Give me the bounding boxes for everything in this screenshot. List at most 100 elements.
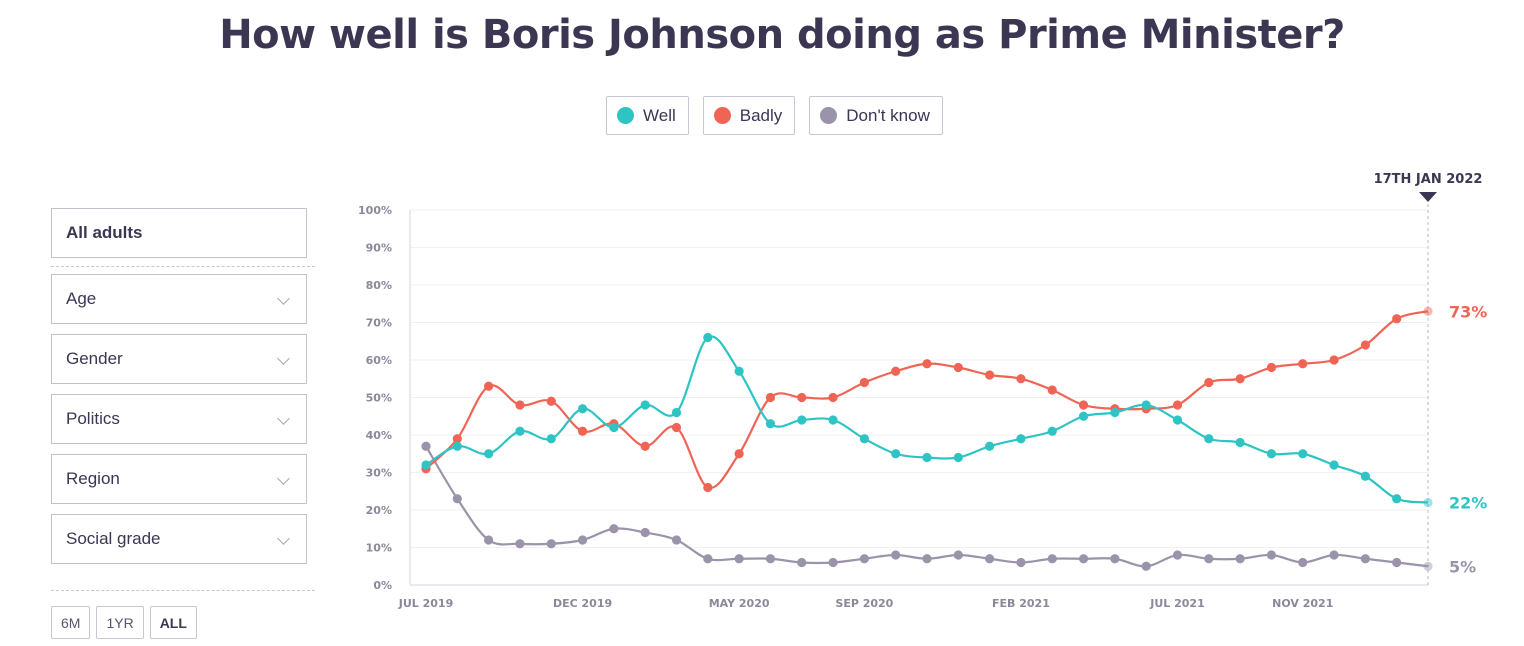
data-point-don-t-know: [421, 441, 431, 451]
data-point-don-t-know: [515, 539, 525, 549]
data-point-badly: [1360, 340, 1370, 350]
data-point-don-t-know: [1204, 554, 1214, 564]
data-point-well: [797, 415, 807, 425]
data-point-don-t-know: [577, 535, 588, 545]
date-marker-label: 17TH JAN 2022: [1374, 172, 1483, 187]
data-point-badly: [797, 392, 807, 403]
legend-dot-badly: [713, 107, 731, 124]
filter-panel: All adults Age Gender Politics Region So…: [51, 208, 307, 574]
x-tick-label: JUL 2021: [1149, 597, 1204, 610]
data-point-don-t-know: [828, 557, 838, 568]
data-point-don-t-know: [1392, 557, 1402, 568]
y-tick-label: 70%: [366, 317, 392, 330]
data-point-badly: [1235, 374, 1245, 384]
data-point-badly: [1172, 400, 1183, 410]
data-point-badly: [1392, 314, 1402, 324]
y-tick-label: 80%: [366, 279, 392, 292]
x-tick-label: FEB 2021: [992, 597, 1050, 610]
data-point-don-t-know: [452, 494, 462, 504]
data-point-badly: [452, 434, 462, 444]
filter-gender-label: Gender: [66, 349, 123, 368]
y-tick-label: 50%: [366, 392, 392, 405]
data-point-badly: [985, 370, 995, 380]
data-point-well: [546, 434, 556, 444]
data-point-badly: [1329, 355, 1339, 365]
data-point-don-t-know: [1298, 557, 1308, 568]
y-tick-label: 40%: [366, 429, 392, 442]
data-point-badly: [671, 422, 682, 433]
legend-label-dont-know: Don't know: [846, 105, 930, 125]
range-all-button[interactable]: ALL: [149, 606, 197, 639]
data-point-well: [1110, 407, 1120, 418]
data-point-don-t-know: [1078, 554, 1089, 564]
data-point-well: [1423, 497, 1433, 508]
data-point-badly: [1298, 359, 1308, 369]
data-point-well: [703, 332, 713, 343]
data-point-don-t-know: [703, 554, 713, 564]
data-point-well: [1329, 460, 1339, 470]
x-tick-label: DEC 2019: [553, 597, 612, 610]
filter-divider: [51, 266, 315, 267]
data-point-well: [452, 441, 462, 451]
data-point-don-t-know: [1110, 554, 1120, 564]
range-6m-button[interactable]: 6M: [51, 606, 91, 639]
x-tick-label: NOV 2021: [1272, 597, 1333, 610]
data-point-don-t-know: [1360, 554, 1370, 564]
data-point-badly: [953, 362, 963, 373]
y-tick-label: 60%: [366, 354, 392, 367]
data-point-don-t-know: [546, 539, 556, 549]
data-point-don-t-know: [797, 557, 807, 568]
range-1yr-button[interactable]: 1YR: [96, 606, 144, 639]
data-point-don-t-know: [1266, 550, 1277, 560]
data-point-well: [1016, 434, 1026, 444]
filter-politics-label: Politics: [66, 409, 120, 428]
data-point-well: [985, 441, 995, 451]
data-point-don-t-know: [671, 535, 682, 545]
data-point-well: [671, 407, 682, 418]
data-point-well: [1392, 494, 1402, 504]
filter-gender-dropdown[interactable]: Gender: [51, 334, 307, 384]
end-value-label-don-t-know: 5%: [1449, 557, 1476, 576]
data-point-don-t-know: [609, 524, 619, 534]
filter-region-dropdown[interactable]: Region: [51, 454, 307, 504]
series-line-don-t-know: [425, 445, 1429, 568]
legend-dot-dont-know: [820, 107, 838, 124]
legend-toggle-badly[interactable]: Badly: [702, 96, 796, 135]
data-point-well: [1235, 437, 1245, 448]
data-point-badly: [891, 366, 901, 376]
filter-age-dropdown[interactable]: Age: [51, 274, 307, 324]
data-point-badly: [577, 426, 588, 436]
data-point-don-t-know: [1141, 561, 1151, 571]
x-tick-label: JUL 2019: [398, 597, 453, 610]
data-point-don-t-know: [953, 550, 963, 560]
data-point-badly: [515, 400, 525, 410]
data-point-well: [1078, 411, 1089, 421]
filter-politics-dropdown[interactable]: Politics: [51, 394, 307, 444]
legend-label-badly: Badly: [739, 105, 783, 125]
y-tick-label: 30%: [366, 467, 392, 480]
data-point-don-t-know: [1329, 550, 1339, 560]
data-point-well: [421, 460, 431, 470]
legend-toggle-well[interactable]: Well: [606, 96, 689, 135]
data-point-well: [484, 449, 494, 459]
legend-toggle-dont-know[interactable]: Don't know: [809, 96, 943, 135]
data-point-don-t-know: [1016, 557, 1026, 568]
data-point-don-t-know: [1423, 561, 1433, 571]
filter-social-grade-dropdown[interactable]: Social grade: [51, 514, 307, 564]
y-tick-label: 20%: [366, 504, 392, 517]
data-point-badly: [1266, 362, 1277, 373]
x-tick-label: MAY 2020: [709, 597, 770, 610]
data-point-well: [828, 415, 838, 425]
filter-all-adults[interactable]: All adults: [51, 208, 307, 258]
data-point-well: [609, 422, 619, 433]
data-point-don-t-know: [734, 554, 744, 564]
data-point-well: [1266, 449, 1277, 459]
filter-social-grade-label: Social grade: [66, 529, 161, 548]
data-point-don-t-know: [484, 535, 494, 545]
data-point-badly: [1016, 374, 1026, 384]
data-point-don-t-know: [765, 554, 776, 564]
data-point-well: [1204, 434, 1214, 444]
data-point-well: [515, 426, 525, 436]
end-value-label-well: 22%: [1449, 494, 1487, 513]
